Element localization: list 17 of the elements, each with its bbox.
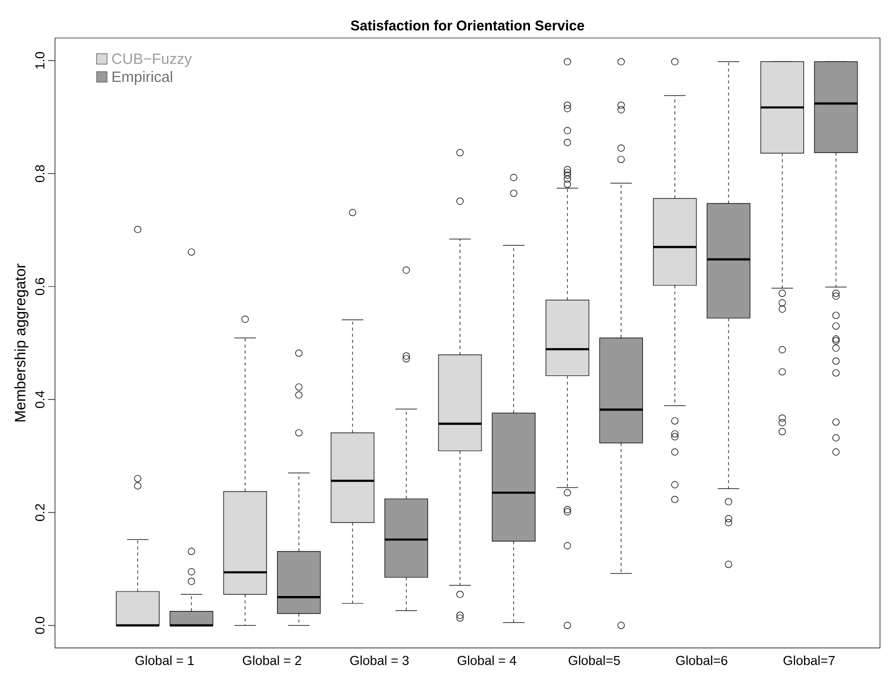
x-tick-label: Global = 3	[350, 656, 409, 666]
y-tick-label: 0.0	[35, 616, 44, 634]
legend-label: Empirical	[112, 71, 172, 86]
x-tick-label: Global=6	[676, 656, 728, 666]
y-axis-title: Membership aggregator	[14, 264, 28, 422]
x-tick-label: Global = 1	[135, 656, 194, 666]
y-tick-label: 0.4	[35, 390, 44, 408]
y-tick-label: 0.2	[35, 504, 44, 521]
chart-title: Satisfaction for Orientation Service	[350, 20, 584, 30]
y-tick-label: 1.0	[35, 52, 44, 69]
x-tick-label: Global = 2	[242, 656, 302, 666]
x-tick-label: Global=5	[568, 656, 620, 666]
x-tick-label: Global=7	[784, 656, 835, 666]
x-tick-label: Global = 4	[458, 656, 516, 666]
legend-label: CUB−Fuzzy	[112, 53, 192, 68]
y-tick-label: 0.8	[35, 165, 44, 182]
y-tick-label: 0.6	[35, 278, 44, 296]
